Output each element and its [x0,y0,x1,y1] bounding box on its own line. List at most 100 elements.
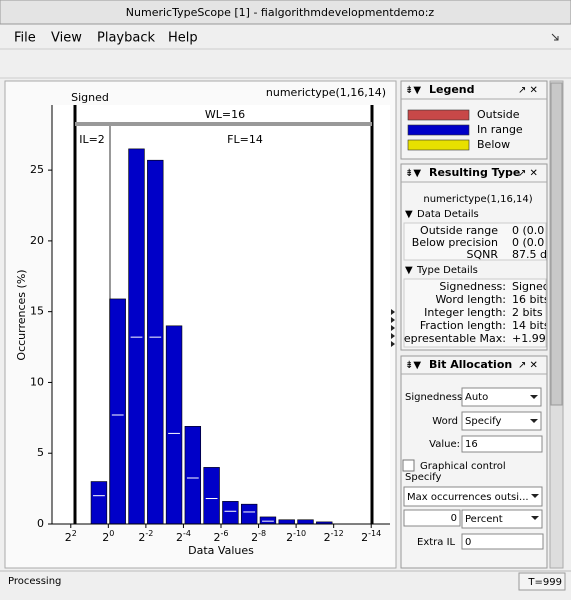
detail-label: SQNR [466,248,498,261]
word-dropdown[interactable] [461,411,542,431]
data-details-title: Data Details [417,209,479,220]
type-details-title: Type Details [416,265,478,276]
x-tick-label: 2-12 [324,529,344,545]
detail-value: 0 (0.0 [512,236,544,249]
x-tick-label: 2-14 [361,529,381,545]
x-tick-label: 2-4 [176,529,191,545]
extra-il-input[interactable] [461,533,544,550]
detail-label: Integer length: [424,306,506,319]
menu-view[interactable]: View [51,31,82,46]
histogram: Signed numerictype(1,16,14) WL=16 IL=2 FL=14… [15,86,390,557]
data-details: Outside range 0 (0.0 Below precision 0 (0.0… [412,224,547,261]
undock-icon[interactable] [551,33,559,41]
detail-value: 2 bits [512,306,543,319]
value-text: 16 [465,439,478,450]
detail-value: +1.999 [512,332,553,345]
bar [240,503,258,525]
unit-dropdown[interactable] [461,509,543,529]
bar [203,467,220,525]
legend-swatch [407,139,470,151]
dropdown-arrow [531,494,539,498]
type-details: Signedness: Signed Word length: 16 bits Inte… [397,280,553,345]
detail-label: Representable Max: [397,332,506,345]
toggle[interactable]: ▼ [405,265,413,276]
time-text: T=999 [527,577,562,588]
chart-title-left: Signed [71,91,109,104]
detail-label: Signedness: [439,280,506,293]
menu-playback[interactable]: Playback [97,31,155,46]
checkbox-label: Graphical control [420,461,506,472]
y-tick-label: 10 [30,375,44,388]
panel-icons[interactable]: ⇟▼ [405,168,421,179]
plot-area [52,105,390,524]
legend-title: Legend [429,83,475,96]
y-tick-label: 5 [37,446,44,459]
bit-allocation-title: Bit Allocation [429,358,512,371]
x-tick-label: 2-2 [138,529,153,545]
y-axis-label: Occurrences (%) [15,269,28,360]
x-tick-label: 2-10 [286,529,306,545]
bar [165,325,183,525]
menu-help[interactable]: Help [168,31,198,46]
type-details-box [403,278,547,348]
dropdown-arrow [530,395,538,399]
panel-icons[interactable]: ⇟▼ [405,85,421,96]
detail-value: 87.5 d [512,248,547,261]
data-details-box [403,222,547,261]
legend-label: Outside [477,108,520,121]
panel-icons[interactable]: ⇟▼ [405,360,421,371]
x-axis-label: Data Values [188,544,254,557]
checkbox[interactable] [402,459,415,472]
scroll-thumb[interactable] [550,82,563,406]
dropdown-arrow [530,419,538,423]
legend-swatch [407,124,470,136]
x-tick-label: 22 [65,529,77,545]
il-label: IL=2 [79,133,105,146]
specify-dropdown[interactable] [403,486,543,507]
value-label: Value: [429,439,460,450]
panel-controls[interactable]: ↗ ✕ [518,360,538,371]
resulting-type-title: Resulting Type [429,166,520,179]
value-input[interactable] [461,435,543,453]
menu-file[interactable]: File [14,31,36,46]
detail-value: 0 (0.0 [512,224,544,237]
x-tick-label: 2-6 [214,529,229,545]
x-tick-label: 20 [102,529,114,545]
extra-il-text: 0 [465,537,471,548]
amount-text: 0 [451,513,457,524]
toggle[interactable]: ▼ [405,209,413,220]
bar [128,148,145,525]
time-box [518,572,566,591]
fl-label: FL=14 [227,133,263,146]
status-text: Processing [8,576,61,587]
signedness-label: Signedness [405,392,462,403]
panel-controls[interactable]: ↗ ✕ [518,85,538,96]
detail-label: Word length: [435,293,506,306]
y-tick-label: 20 [30,234,44,247]
bar [297,519,314,525]
x-tick-label: 2-8 [251,529,266,545]
panel-controls[interactable]: ↗ ✕ [518,168,538,179]
specify-value: Max occurrences outsi... [407,492,529,503]
y-tick-label: 15 [30,305,44,318]
y-tick-label: 25 [30,163,44,176]
detail-label: Below precision [412,236,498,249]
chart-title-right: numerictype(1,16,14) [266,86,386,99]
legend-label: In range [477,123,523,136]
bar [109,298,126,525]
collapse-arrows[interactable] [391,309,395,347]
y-tick-label: 0 [37,517,44,530]
signedness-dropdown[interactable] [461,387,542,407]
amount-input[interactable] [403,509,461,527]
signedness-value: Auto [465,392,488,403]
word-label: Word [432,416,458,427]
detail-value: 16 bits [512,293,550,306]
window-title: NumericTypeScope [1] - fialgorithmdevelo… [126,6,435,19]
legend-swatch [407,109,470,121]
specify-label: Specify [405,472,441,483]
bar [222,501,239,525]
bar [184,426,202,525]
word-value: Specify [465,416,501,427]
legend-label: Below [477,138,510,151]
